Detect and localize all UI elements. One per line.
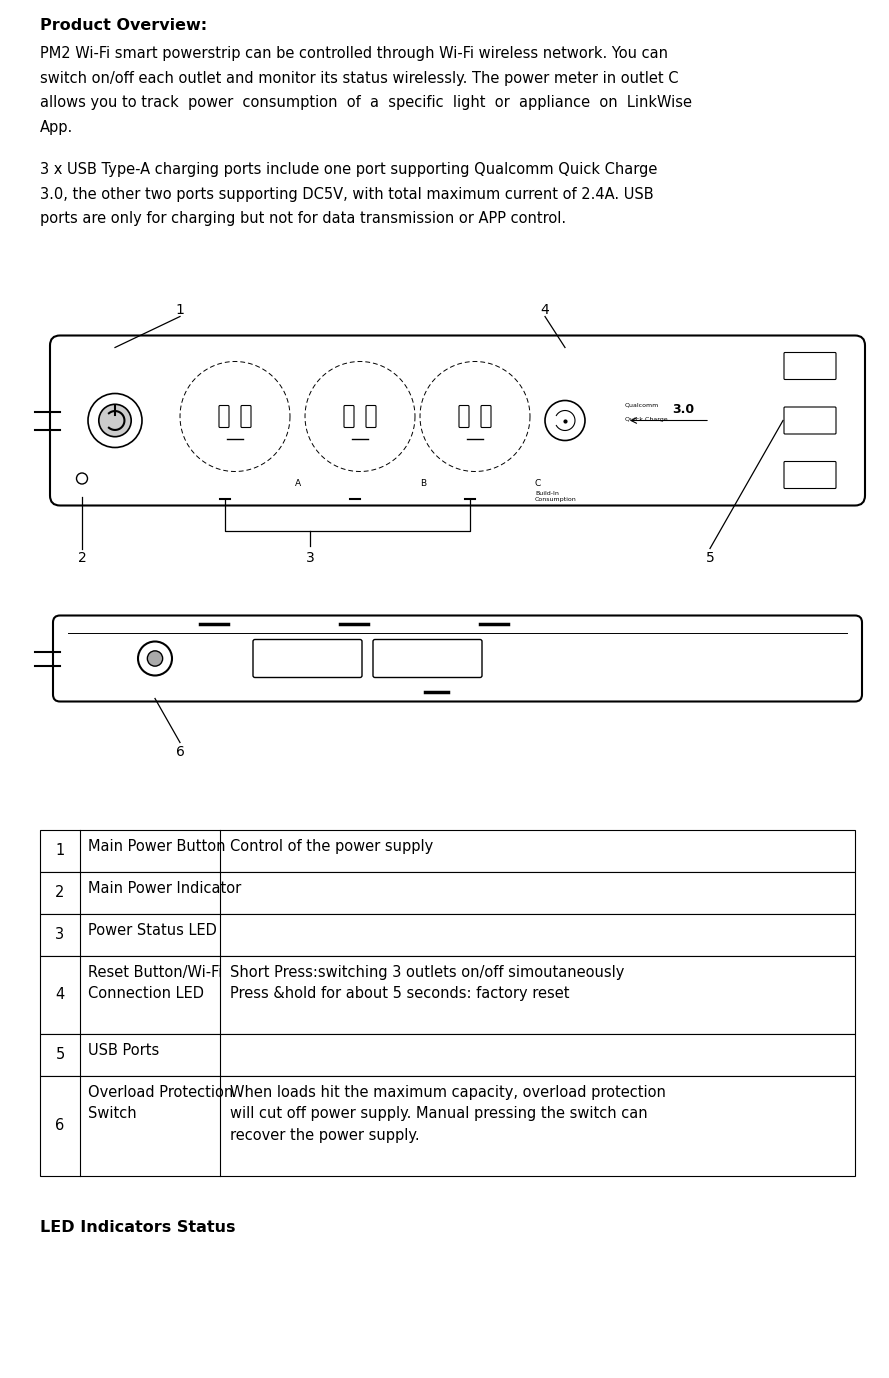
Text: allows you to track  power  consumption  of  a  specific  light  or  appliance  : allows you to track power consumption of… (40, 95, 692, 110)
Text: Overload Protection
Switch: Overload Protection Switch (88, 1084, 233, 1122)
Text: Short Press:switching 3 outlets on/off simoutaneously
Press &hold for about 5 se: Short Press:switching 3 outlets on/off s… (230, 965, 624, 1000)
Circle shape (545, 401, 585, 441)
Text: Control of the power supply: Control of the power supply (230, 838, 433, 853)
Text: C: C (535, 478, 541, 488)
Text: PM2 Wi-Fi smart powerstrip can be controlled through Wi-Fi wireless network. You: PM2 Wi-Fi smart powerstrip can be contro… (40, 45, 668, 61)
Text: 5: 5 (706, 550, 715, 565)
Text: B: B (420, 478, 426, 488)
Text: A: A (295, 478, 301, 488)
FancyBboxPatch shape (219, 405, 229, 427)
FancyBboxPatch shape (241, 405, 251, 427)
Text: Main Power Indicator: Main Power Indicator (88, 881, 241, 896)
Text: 3: 3 (306, 550, 315, 565)
Bar (40, 1034, 855, 1075)
Text: Quick Charge: Quick Charge (625, 416, 668, 422)
Text: 3.0, the other two ports supporting DC5V, with total maximum current of 2.4A. US: 3.0, the other two ports supporting DC5V… (40, 186, 653, 201)
Text: Reset Button/Wi-Fi
Connection LED: Reset Button/Wi-Fi Connection LED (88, 965, 222, 1000)
Bar (40, 1075, 855, 1175)
FancyBboxPatch shape (373, 639, 482, 678)
FancyBboxPatch shape (53, 616, 862, 701)
FancyBboxPatch shape (366, 405, 376, 427)
Text: 6: 6 (55, 1118, 65, 1133)
Circle shape (99, 404, 132, 437)
Text: switch on/off each outlet and monitor its status wirelessly. The power meter in : switch on/off each outlet and monitor it… (40, 70, 678, 85)
Text: Build-In
Consumption: Build-In Consumption (535, 491, 577, 502)
FancyBboxPatch shape (784, 353, 836, 379)
FancyBboxPatch shape (784, 407, 836, 434)
Text: App.: App. (40, 120, 73, 135)
Text: USB Ports: USB Ports (88, 1043, 159, 1057)
FancyBboxPatch shape (253, 639, 362, 678)
Bar (40, 914, 855, 955)
Bar (40, 955, 855, 1034)
Text: 2: 2 (55, 885, 65, 900)
Bar (40, 830, 855, 871)
Text: Power Status LED: Power Status LED (88, 922, 217, 937)
FancyBboxPatch shape (344, 405, 354, 427)
Text: 4: 4 (55, 987, 65, 1002)
Text: 1: 1 (175, 303, 184, 317)
FancyBboxPatch shape (481, 405, 491, 427)
Text: 3.0: 3.0 (672, 402, 694, 416)
FancyBboxPatch shape (50, 335, 865, 506)
Circle shape (138, 642, 172, 675)
Circle shape (148, 650, 163, 666)
Text: When loads hit the maximum capacity, overload protection
will cut off power supp: When loads hit the maximum capacity, ove… (230, 1084, 666, 1142)
FancyBboxPatch shape (459, 405, 469, 427)
Text: 5: 5 (55, 1047, 65, 1062)
Text: LED Indicators Status: LED Indicators Status (40, 1221, 236, 1236)
Text: 6: 6 (175, 744, 184, 758)
Bar (40, 871, 855, 914)
Text: 1: 1 (55, 843, 65, 858)
Text: ports are only for charging but not for data transmission or APP control.: ports are only for charging but not for … (40, 211, 566, 226)
Text: 2: 2 (77, 550, 86, 565)
FancyBboxPatch shape (784, 462, 836, 488)
Text: 3: 3 (55, 927, 65, 943)
Text: 3 x USB Type-A charging ports include one port supporting Qualcomm Quick Charge: 3 x USB Type-A charging ports include on… (40, 163, 657, 176)
Text: Qualcomm: Qualcomm (625, 402, 660, 408)
Text: 4: 4 (541, 303, 549, 317)
Circle shape (88, 394, 142, 448)
Text: Product Overview:: Product Overview: (40, 18, 207, 33)
Circle shape (76, 473, 87, 484)
Text: Main Power Button: Main Power Button (88, 838, 226, 853)
